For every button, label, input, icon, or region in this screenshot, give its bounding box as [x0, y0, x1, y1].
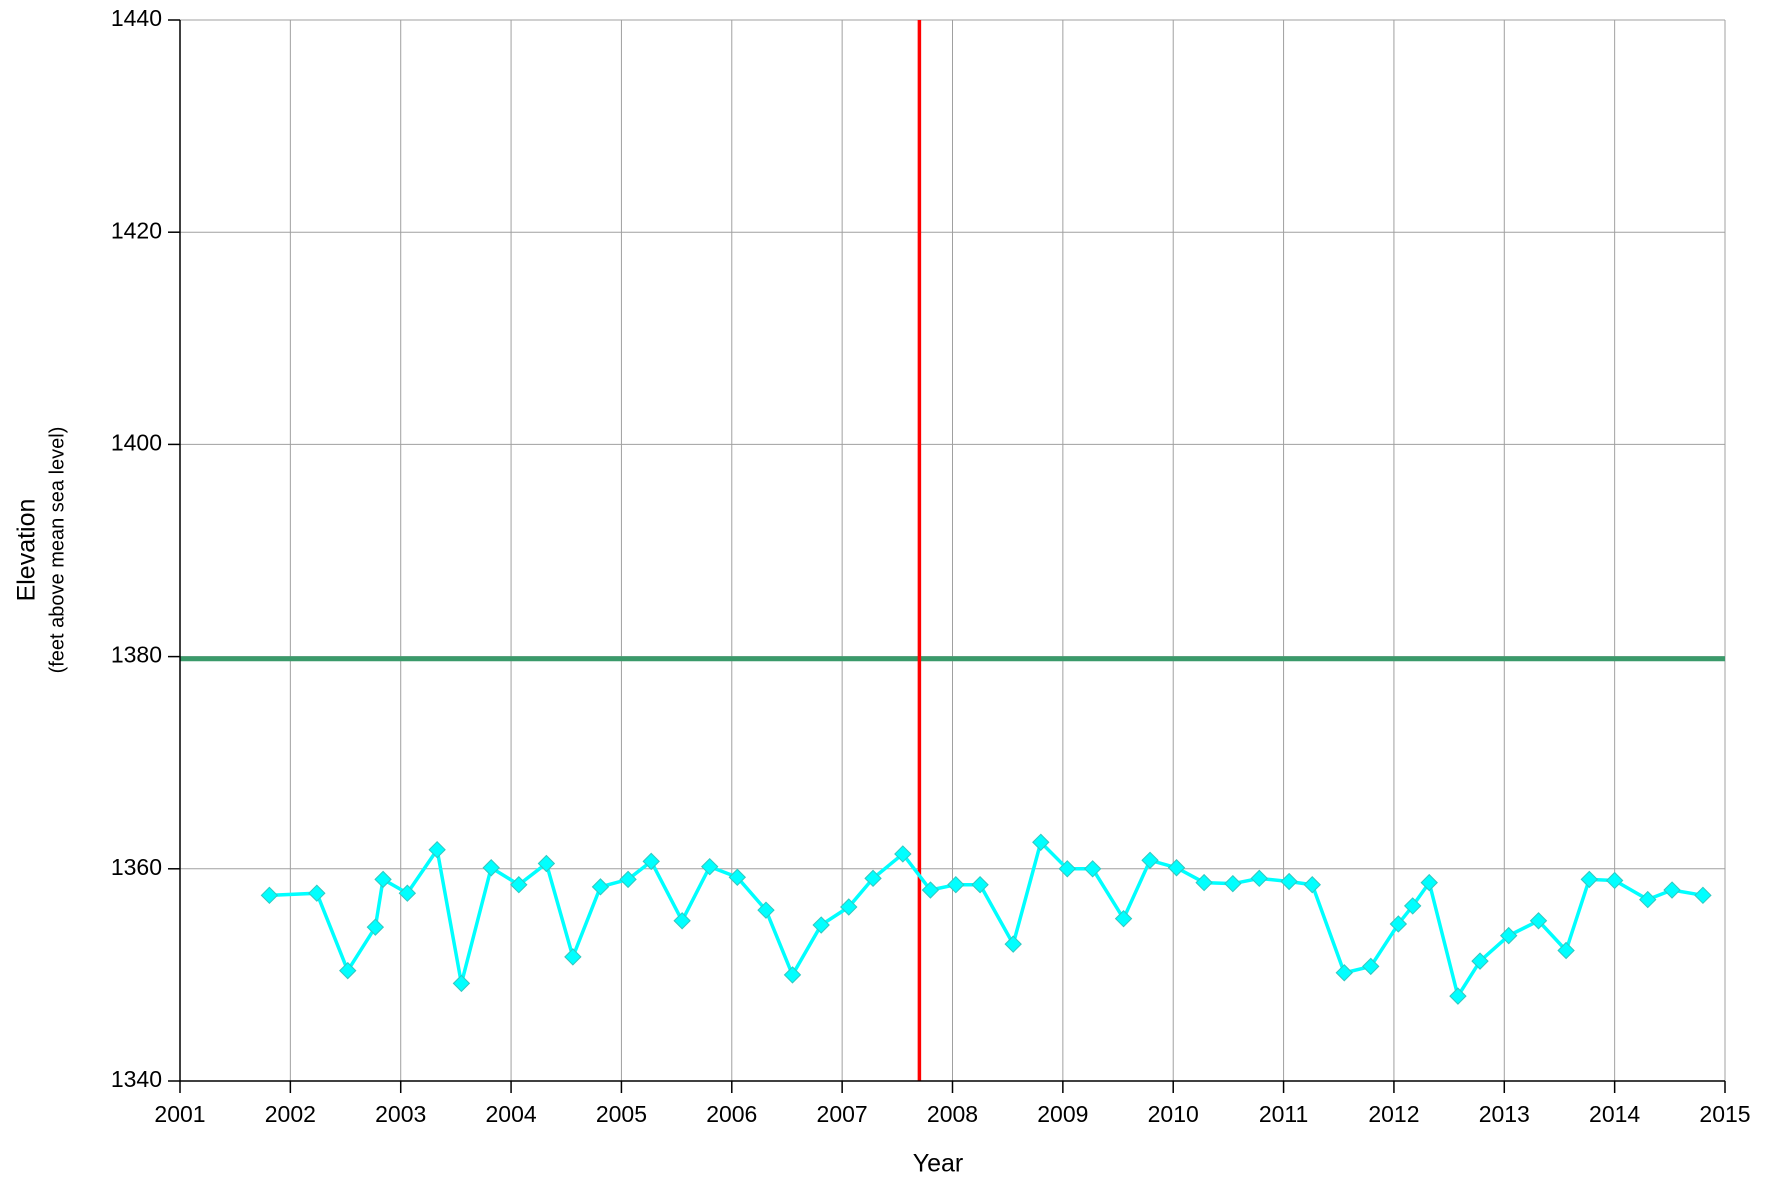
marker	[339, 961, 357, 980]
marker	[1058, 860, 1076, 878]
marker	[1499, 926, 1518, 945]
marker	[673, 912, 691, 930]
marker	[971, 876, 989, 894]
marker	[537, 854, 556, 873]
marker	[1250, 869, 1268, 888]
marker	[1303, 876, 1321, 894]
marker	[564, 948, 582, 966]
y-tick-label: 1400	[111, 429, 162, 455]
marker	[1557, 941, 1575, 960]
marker	[1694, 886, 1712, 905]
y-tick-label: 1360	[111, 854, 162, 880]
x-tick-label: 2008	[927, 1101, 978, 1127]
marker	[308, 884, 326, 902]
marker	[642, 852, 660, 871]
marker	[894, 845, 912, 863]
marker	[366, 918, 385, 936]
marker	[1639, 890, 1657, 909]
marker	[728, 868, 747, 886]
marker	[840, 898, 858, 916]
marker	[1449, 987, 1467, 1005]
marker	[921, 881, 940, 899]
reference-lines	[180, 20, 1725, 1081]
x-tick-label: 2002	[265, 1101, 316, 1127]
y-axis-label: Elevation	[13, 499, 41, 602]
marker	[812, 916, 830, 934]
marker	[701, 857, 719, 876]
x-tick-label: 2012	[1368, 1101, 1419, 1127]
x-tick-label: 2004	[485, 1101, 536, 1127]
y-tick-label: 1440	[111, 5, 162, 31]
marker	[1141, 851, 1159, 870]
marker	[1471, 952, 1489, 970]
marker	[1362, 957, 1380, 976]
axes: 1340 1360 1380 1400 1420 1440 2001 2002 2003 2004…	[111, 5, 1751, 1127]
marker	[1195, 873, 1213, 892]
marker	[1663, 881, 1681, 899]
marker	[1004, 935, 1022, 953]
y-axis-sublabel: (feet above mean sea level)	[46, 427, 68, 674]
marker	[1114, 909, 1133, 928]
marker	[482, 859, 500, 877]
marker	[1389, 915, 1408, 933]
marker	[1280, 872, 1298, 891]
marker	[619, 870, 637, 889]
marker	[398, 884, 417, 902]
x-tick-label: 2005	[596, 1101, 647, 1127]
x-tick-label: 2009	[1037, 1101, 1088, 1127]
marker	[1083, 860, 1102, 878]
y-tick-label: 1420	[111, 217, 162, 243]
marker	[947, 876, 965, 894]
marker	[1580, 870, 1598, 889]
y-tick-label: 1340	[111, 1066, 162, 1092]
grid	[179, 19, 1726, 1082]
y-tick-label: 1380	[111, 642, 162, 668]
plot	[260, 833, 1712, 1005]
series-line	[269, 838, 1704, 1001]
marker	[374, 870, 392, 889]
x-tick-label: 2003	[375, 1101, 426, 1127]
x-tick-label: 2006	[706, 1101, 757, 1127]
marker	[1420, 873, 1438, 892]
marker	[1167, 859, 1186, 877]
marker	[452, 974, 471, 993]
marker	[260, 886, 279, 905]
x-tick-label: 2011	[1259, 1101, 1308, 1127]
x-tick-label: 2013	[1479, 1101, 1530, 1127]
x-tick-label: 2007	[817, 1101, 868, 1127]
marker	[1032, 833, 1050, 851]
marker	[864, 869, 882, 888]
x-tick-label: 2015	[1699, 1101, 1750, 1127]
marker	[757, 901, 775, 919]
marker	[783, 966, 802, 984]
x-tick-label: 2010	[1148, 1101, 1199, 1127]
marker	[1403, 897, 1422, 915]
marker	[1224, 874, 1242, 893]
marker	[1605, 871, 1624, 890]
x-tick-label: 2001	[154, 1101, 205, 1127]
marker	[1529, 912, 1548, 930]
marker	[428, 840, 446, 859]
marker	[591, 878, 610, 896]
x-axis-label: Year	[913, 1150, 964, 1178]
marker	[510, 876, 528, 894]
x-tick-label: 2014	[1589, 1101, 1640, 1127]
marker	[1335, 964, 1353, 982]
